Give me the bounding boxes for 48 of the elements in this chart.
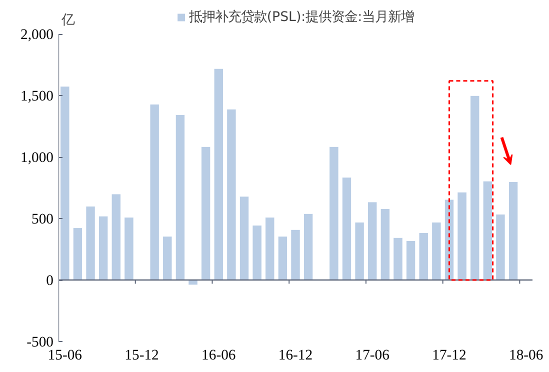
y-tick-label: -500 — [26, 334, 54, 350]
x-tick-label: 17-12 — [432, 348, 466, 364]
x-tick-label: 17-06 — [355, 348, 390, 364]
bar — [406, 240, 416, 280]
bar — [175, 114, 186, 280]
bar — [72, 228, 83, 280]
bar — [380, 208, 390, 280]
bar — [278, 236, 288, 280]
bar — [124, 217, 134, 280]
x-tick-label: 18-06 — [509, 348, 544, 364]
bar — [303, 213, 314, 280]
y-tick-label: 500 — [32, 212, 54, 228]
bar — [111, 194, 122, 280]
bar — [188, 280, 198, 286]
y-tick-label: 2,000 — [20, 27, 54, 44]
bar — [226, 108, 236, 280]
bar — [393, 237, 403, 280]
bar — [98, 216, 108, 280]
y-axis-title: 亿 — [60, 13, 74, 28]
bar — [508, 181, 518, 280]
bar — [470, 95, 480, 280]
bar — [60, 86, 70, 280]
bar — [200, 146, 211, 280]
legend-label: 抵押补充贷款(PSL):提供资金:当月新增 — [188, 8, 414, 26]
x-tick-label: 16-12 — [278, 348, 313, 364]
bar — [290, 229, 300, 280]
bar — [432, 222, 442, 280]
bar — [354, 222, 364, 280]
bar — [239, 196, 250, 280]
bar — [368, 202, 378, 280]
bar — [418, 232, 428, 280]
x-tick-label: 15-12 — [124, 348, 159, 364]
bar — [162, 236, 172, 280]
bar — [329, 146, 339, 280]
y-tick-label: 0 — [46, 273, 54, 290]
x-tick-label: 16-06 — [202, 348, 236, 364]
bar — [342, 177, 352, 280]
y-tick-label: 1,500 — [20, 88, 54, 105]
bar — [150, 104, 160, 280]
bar — [482, 180, 493, 280]
bar — [496, 214, 506, 280]
bar — [457, 192, 467, 280]
y-tick-label: 1,000 — [20, 150, 54, 166]
bar — [252, 225, 262, 280]
bar — [214, 68, 224, 280]
bar — [86, 206, 96, 280]
bar — [265, 217, 275, 280]
x-tick-label: 15-06 — [48, 348, 82, 364]
